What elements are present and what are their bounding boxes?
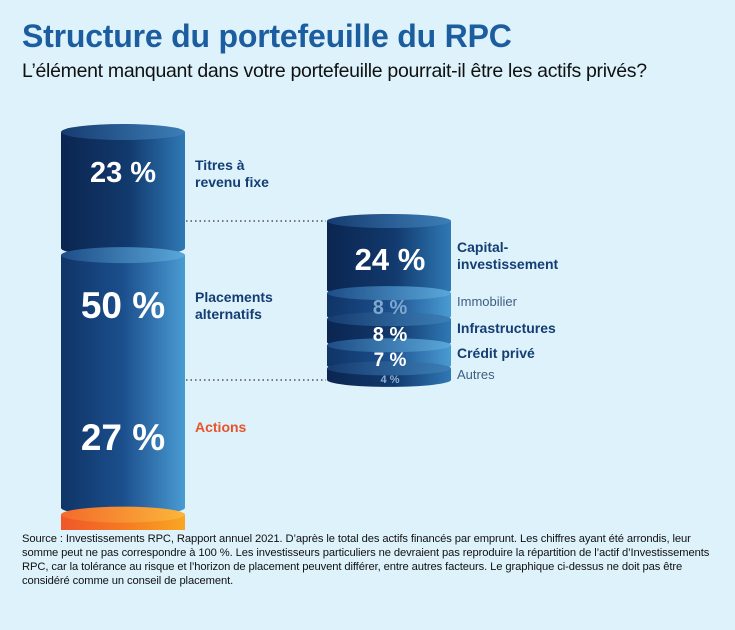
value-label-fixed-income: 23 % (90, 157, 156, 189)
value-label-private-credit: 7 % (374, 350, 407, 371)
main-cylinder-segment-cap-1 (61, 247, 185, 264)
value-label-other: 4 % (381, 374, 400, 386)
legend-real-estate: Immobilier (457, 294, 518, 309)
legend-private-equity: Capital- investissement (457, 239, 558, 272)
source-note: Source : Investissements RPC, Rapport an… (22, 533, 710, 587)
main-cylinder-segment-cap-2 (61, 506, 185, 523)
alternatives-cylinder-segment-0 (327, 221, 451, 298)
value-label-alternatives: 50 % (81, 285, 165, 326)
legend-alternatives: Placements alternatifs (195, 289, 277, 322)
legend-other: Autres (457, 367, 495, 382)
alternatives-cylinder-segment-cap-4 (327, 361, 451, 376)
alternatives-cylinder-segment-cap-0 (327, 214, 451, 228)
main-cylinder (61, 124, 185, 530)
alternatives-cylinder-segment-cap-3 (327, 338, 451, 353)
chart-subtitle: L’élément manquant dans votre portefeuil… (22, 60, 647, 82)
alternatives-cylinder-segment-cap-2 (327, 312, 451, 327)
legend-infrastructure: Infrastructures (457, 320, 556, 336)
legend-private-credit: Crédit privé (457, 345, 535, 361)
main-cylinder-segment-0 (61, 132, 185, 257)
main-cylinder-segment-cap-0 (61, 124, 185, 140)
main-cylinder-segment-1 (61, 255, 185, 516)
value-label-real-estate: 8 % (373, 297, 408, 319)
portfolio-chart: 23 % 50 % 27 % Titres à revenu fixe Plac… (61, 124, 558, 530)
alternatives-cylinder-segment-cap-1 (327, 286, 451, 301)
legend-equities: Actions (195, 419, 247, 435)
legend-fixed-income: Titres à revenu fixe (195, 157, 269, 190)
value-label-equities: 27 % (81, 417, 165, 458)
value-label-infrastructure: 8 % (373, 324, 408, 346)
alternatives-cylinder (327, 214, 451, 387)
value-label-private-equity: 24 % (355, 242, 426, 277)
chart-title: Structure du portefeuille du RPC (22, 18, 512, 54)
